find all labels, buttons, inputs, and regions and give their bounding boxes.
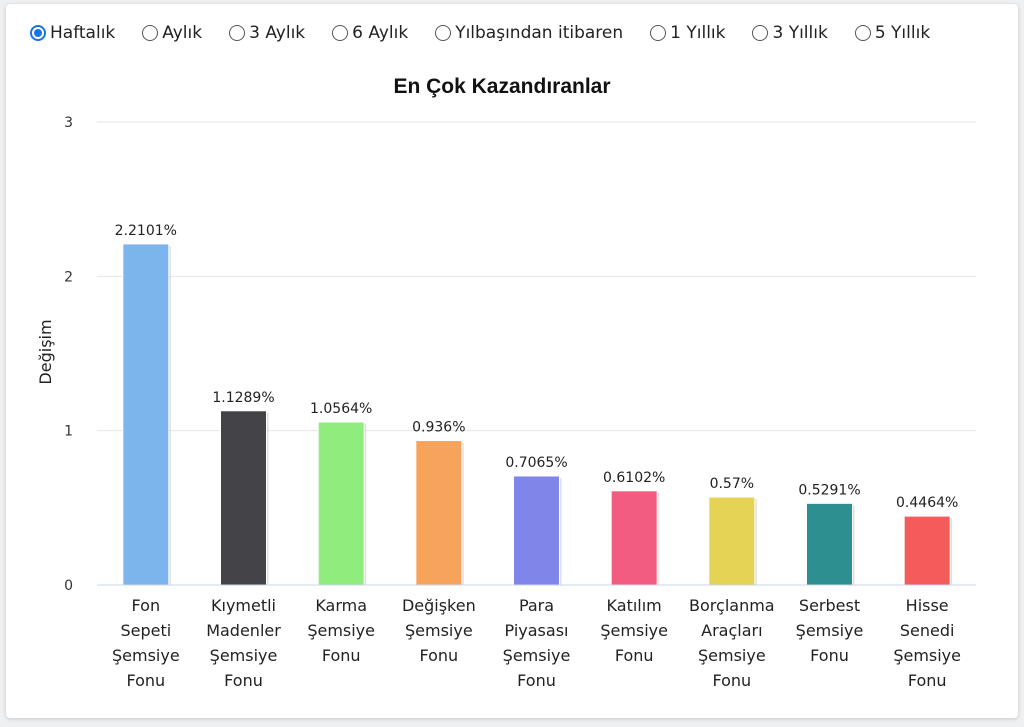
x-tick-label: Fonu: [908, 671, 947, 690]
data-label: 0.4464%: [896, 495, 958, 511]
data-label: 2.2101%: [115, 223, 177, 239]
radio-circle-icon[interactable]: [30, 25, 46, 41]
x-tick-label: Borçlanma: [689, 596, 775, 615]
bar-3[interactable]: [415, 440, 463, 586]
period-option-label: 5 Yıllık: [874, 23, 931, 43]
x-tick-label: Piyasası: [505, 621, 569, 640]
data-label: 0.6102%: [603, 470, 665, 486]
data-label: 1.0564%: [310, 401, 372, 417]
x-tick-label: Fonu: [517, 671, 556, 690]
period-selector: Haftalık Aylık 3 Aylık 6 Aylık Yılbaşından i…: [30, 20, 930, 46]
period-option-6[interactable]: 3 Yıllık: [752, 23, 828, 43]
x-axis-labels: Fon Sepeti Şemsiye Fonu Kıymetli Madenler Şems…: [112, 596, 961, 690]
x-tick-label: Serbest: [799, 596, 860, 615]
period-option-1[interactable]: Aylık: [142, 23, 202, 43]
period-option-5[interactable]: 1 Yıllık: [650, 23, 725, 43]
radio-circle-icon[interactable]: [650, 25, 667, 41]
period-option-label: Aylık: [162, 23, 203, 43]
radio-circle-icon[interactable]: [332, 25, 349, 41]
x-tick-label: Fonu: [224, 671, 263, 690]
x-tick-label: Karma: [315, 596, 367, 615]
x-tick-label: Şemsiye: [210, 646, 278, 665]
x-tick-label: Şemsiye: [796, 621, 864, 640]
chart-card: [6, 4, 1018, 718]
y-axis-title: Değişim: [36, 319, 55, 384]
x-tick-label: Kıymetli: [211, 596, 276, 615]
y-tick-label: 1: [64, 424, 73, 440]
period-option-7[interactable]: 5 Yıllık: [854, 23, 931, 43]
x-tick-label: Sepeti: [120, 621, 171, 640]
period-option-label: Yılbaşından itibaren: [455, 23, 624, 43]
radio-circle-icon[interactable]: [142, 25, 159, 41]
data-labels: 2.2101% 1.1289% 1.0564% 0.936% 0.7065% 0.6102…: [115, 223, 959, 511]
radio-circle-icon[interactable]: [854, 25, 871, 41]
x-tick-label: Katılım: [607, 596, 662, 615]
bar-0[interactable]: [122, 243, 170, 586]
bar-7[interactable]: [806, 502, 853, 586]
bar-4[interactable]: [513, 475, 560, 586]
data-label: 1.1289%: [212, 390, 274, 406]
x-tick-label: Fonu: [126, 671, 165, 690]
period-option-label: 1 Yıllık: [670, 23, 726, 43]
x-tick-label: Fonu: [712, 671, 751, 690]
x-tick-label: Şemsiye: [307, 621, 375, 640]
period-option-3[interactable]: 6 Aylık: [332, 23, 408, 43]
x-tick-label: Şemsiye: [112, 646, 180, 665]
bar-2[interactable]: [317, 421, 365, 586]
x-tick-label: Madenler: [206, 621, 281, 640]
x-tick-label: Fonu: [419, 646, 458, 665]
period-option-4[interactable]: Yılbaşından itibaren: [435, 23, 623, 43]
period-option-label: 3 Aylık: [249, 23, 306, 43]
data-label: 0.57%: [710, 476, 754, 492]
x-tick-label: Şemsiye: [503, 646, 571, 665]
y-tick-label: 0: [64, 578, 73, 594]
y-axis-ticks: 0 1 2 3: [64, 115, 73, 594]
data-label: 0.936%: [412, 420, 465, 436]
x-tick-label: Şemsiye: [893, 646, 961, 665]
period-option-2[interactable]: 3 Aylık: [229, 23, 305, 43]
data-label: 0.7065%: [505, 455, 567, 471]
x-tick-label: Fon: [132, 596, 161, 615]
radio-circle-icon[interactable]: [752, 25, 769, 41]
y-tick-label: 3: [64, 115, 73, 131]
x-tick-label: Senedi: [900, 621, 955, 640]
period-option-label: Haftalık: [50, 23, 116, 43]
x-tick-label: Para: [519, 596, 554, 615]
bar-1[interactable]: [220, 410, 267, 586]
x-tick-label: Şemsiye: [405, 621, 473, 640]
bar-5[interactable]: [610, 490, 658, 586]
chart-title: En Çok Kazandıranlar: [393, 75, 610, 98]
x-tick-label: Değişken: [402, 596, 476, 615]
period-option-label: 3 Yıllık: [772, 23, 828, 43]
x-tick-label: Fonu: [810, 646, 849, 665]
bar-8[interactable]: [903, 515, 951, 586]
period-option-label: 6 Aylık: [352, 23, 409, 43]
grid-lines: [97, 121, 976, 432]
data-label: 0.5291%: [798, 482, 860, 498]
y-tick-label: 2: [64, 269, 73, 285]
x-tick-label: Şemsiye: [600, 621, 668, 640]
x-tick-label: Fonu: [615, 646, 654, 665]
bar-6[interactable]: [708, 496, 756, 586]
radio-circle-icon[interactable]: [435, 25, 452, 41]
x-tick-label: Hisse: [906, 596, 949, 615]
x-tick-label: Araçları: [701, 621, 762, 640]
radio-circle-icon[interactable]: [229, 25, 246, 41]
x-tick-label: Şemsiye: [698, 646, 766, 665]
x-tick-label: Fonu: [322, 646, 361, 665]
period-option-0[interactable]: Haftalık: [30, 23, 115, 43]
bars: [122, 243, 953, 586]
